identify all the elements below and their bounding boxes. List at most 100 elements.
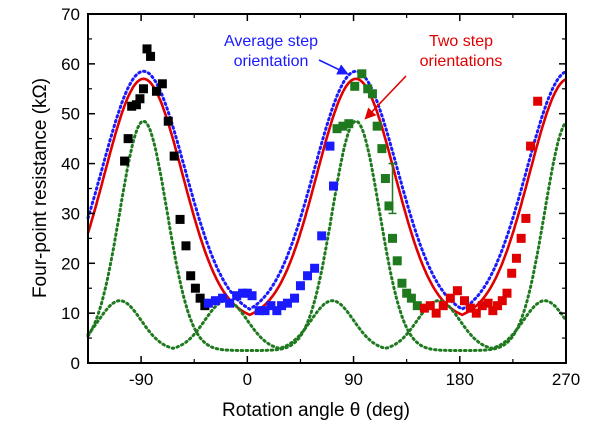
data-point <box>502 288 512 298</box>
data-point <box>282 298 292 308</box>
data-point <box>328 181 338 191</box>
x-axis-title: Rotation angle θ (deg) <box>222 400 410 421</box>
data-point <box>127 101 137 111</box>
data-point <box>533 96 543 106</box>
data-point <box>195 293 205 303</box>
y-tick-label: 20 <box>61 254 80 273</box>
annotation-0: Average step orientation <box>224 33 349 75</box>
x-tick-label: 90 <box>344 370 363 389</box>
y-tick-label: 30 <box>61 204 80 223</box>
y-tick-label: 10 <box>61 304 80 323</box>
data-point <box>123 134 133 144</box>
data-point <box>471 308 481 318</box>
data-point <box>380 174 390 184</box>
y-tick-label: 50 <box>61 105 80 124</box>
data-point <box>488 306 498 316</box>
data-point <box>497 296 507 306</box>
y-tick-label: 40 <box>61 155 80 174</box>
data-point <box>325 141 335 151</box>
x-tick-label: -90 <box>129 370 154 389</box>
data-point <box>392 256 402 266</box>
data-point <box>157 79 167 89</box>
data-point <box>459 296 469 306</box>
curve-1 <box>86 69 568 311</box>
data-point <box>412 301 422 311</box>
data-point <box>425 301 435 311</box>
data-point <box>120 156 130 166</box>
data-point <box>507 268 517 278</box>
data-point <box>277 301 287 311</box>
data-point <box>225 298 235 308</box>
data-point <box>175 214 185 224</box>
data-point <box>303 271 313 281</box>
data-point <box>465 303 475 313</box>
annotation-text: orientation <box>234 53 309 70</box>
data-point <box>151 86 161 96</box>
data-point <box>135 94 145 104</box>
curve-3 <box>86 299 568 350</box>
data-point <box>210 296 220 306</box>
data-point <box>242 288 252 298</box>
data-points <box>120 44 543 318</box>
data-point <box>526 141 536 151</box>
data-point <box>438 301 448 311</box>
data-point <box>377 144 387 154</box>
data-point <box>138 84 148 94</box>
annotation-arrow <box>318 59 349 75</box>
data-point <box>388 233 398 243</box>
axes: -90 0 90 180 270 0 10 20 30 40 50 60 70 <box>61 5 580 389</box>
data-point <box>445 293 455 303</box>
data-point <box>238 288 248 298</box>
data-point <box>406 293 416 303</box>
data-point <box>483 298 493 308</box>
data-point <box>521 213 531 223</box>
data-point <box>332 124 342 134</box>
data-point <box>254 306 264 316</box>
data-point <box>190 283 200 293</box>
data-point <box>516 233 526 243</box>
y-tick-label: 70 <box>61 5 80 24</box>
data-point <box>367 89 377 99</box>
y-tick-label: 60 <box>61 55 80 74</box>
x-tick-label: 0 <box>243 370 252 389</box>
data-point <box>363 84 373 94</box>
data-point <box>344 119 354 129</box>
data-point <box>452 286 462 296</box>
curve-0 <box>86 77 567 317</box>
data-point <box>357 69 367 79</box>
data-point <box>181 241 191 251</box>
annotation-text: orientations <box>420 53 503 70</box>
data-point <box>295 281 305 291</box>
data-point <box>146 51 156 61</box>
data-point <box>247 291 257 301</box>
data-point <box>232 291 242 301</box>
annotations: Average step orientation Two step orientati… <box>224 33 503 120</box>
x-tick-label: 270 <box>552 370 580 389</box>
annotation-1: Two step orientations <box>364 33 503 120</box>
data-point <box>290 293 300 303</box>
data-point <box>260 306 270 316</box>
data-point <box>163 116 173 126</box>
data-point <box>431 308 441 318</box>
data-point <box>218 293 228 303</box>
curve-2 <box>86 119 568 352</box>
data-point <box>142 44 152 54</box>
x-tick-label: 180 <box>446 370 474 389</box>
data-point <box>203 298 213 308</box>
data-point <box>266 301 276 311</box>
data-point <box>131 100 141 110</box>
data-point <box>477 301 487 311</box>
data-point <box>310 263 320 273</box>
data-point <box>397 278 407 288</box>
data-point <box>186 271 196 281</box>
annotation-arrow <box>364 75 407 120</box>
data-point <box>511 253 521 263</box>
y-tick-label: 0 <box>71 354 80 373</box>
data-point <box>419 303 429 313</box>
data-point <box>402 288 412 298</box>
data-point <box>169 151 179 161</box>
data-point <box>372 121 382 131</box>
annotation-text: Average step <box>224 33 318 50</box>
data-point <box>317 231 327 241</box>
